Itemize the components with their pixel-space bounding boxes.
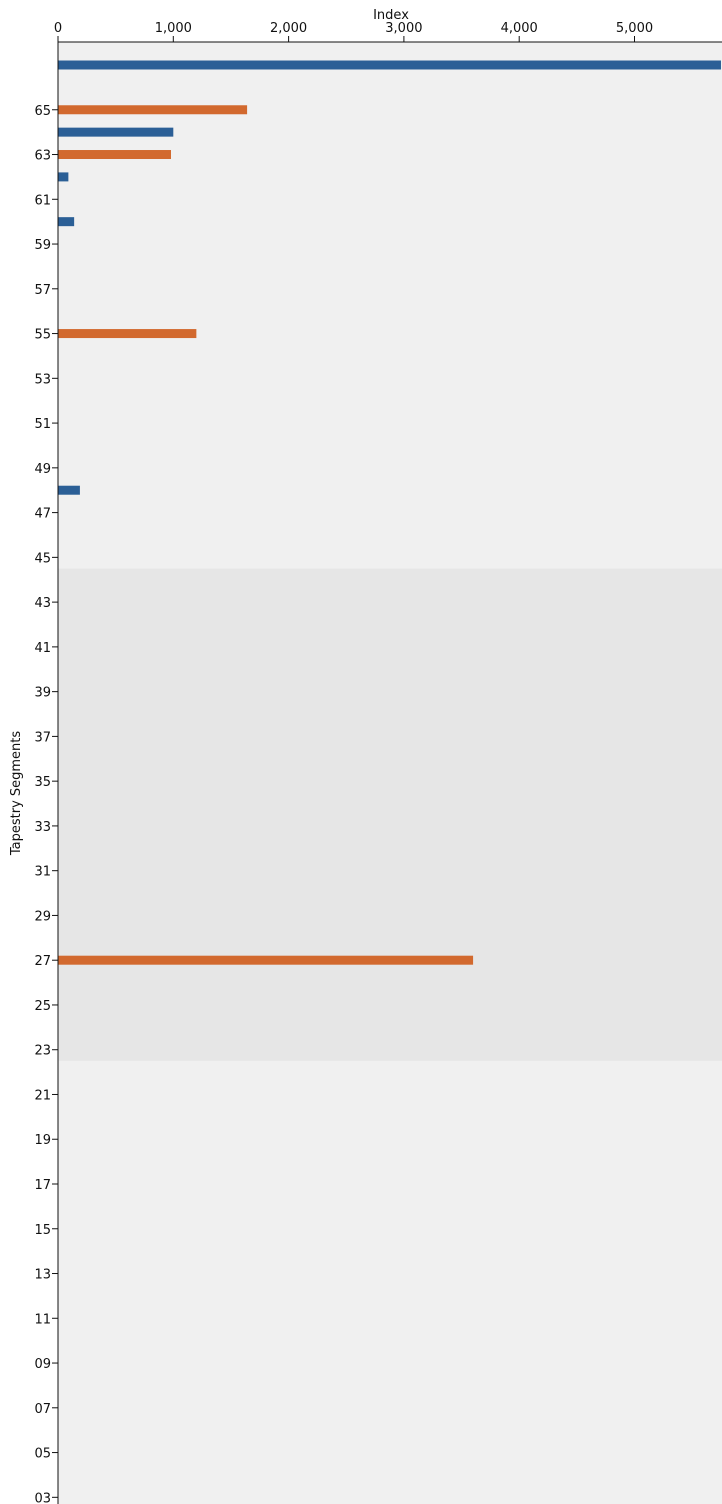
- y-tick-label: 09: [34, 1357, 51, 1372]
- x-tick-label: 1,000: [155, 21, 192, 36]
- x-tick-label: 2,000: [270, 21, 307, 36]
- background-band: [58, 42, 722, 569]
- y-tick-label: 27: [34, 954, 51, 969]
- y-tick-label: 51: [34, 417, 51, 432]
- x-tick-label: 4,000: [501, 21, 538, 36]
- bar-segment-48: [58, 485, 80, 495]
- y-tick-label: 37: [34, 730, 51, 745]
- bar-segment-27: [58, 955, 474, 965]
- y-tick-label: 49: [34, 462, 51, 477]
- y-tick-label: 25: [34, 999, 51, 1014]
- background-bands: [58, 42, 722, 1504]
- y-tick-label: 43: [34, 596, 51, 611]
- y-tick-label: 63: [34, 149, 51, 164]
- x-tick-label: 3,000: [385, 21, 422, 36]
- y-tick-label: 03: [34, 1491, 51, 1504]
- y-axis-title: Tapestry Segments: [9, 731, 24, 857]
- bars: [58, 60, 721, 965]
- y-tick-label: 33: [34, 820, 51, 835]
- x-axis: 0 1,000 2,000 3,000 4,000 5,000: [54, 21, 722, 43]
- y-tick-label: 55: [34, 328, 51, 343]
- y-tick-label: 39: [34, 686, 51, 701]
- y-tick-label: 07: [34, 1402, 51, 1417]
- y-tick-label: 35: [34, 775, 51, 790]
- y-tick-label: 23: [34, 1044, 51, 1059]
- y-tick-label: 11: [34, 1312, 51, 1327]
- y-tick-label: 41: [34, 641, 51, 656]
- y-tick-label: 47: [34, 507, 51, 522]
- bar-segment-64: [58, 127, 174, 137]
- background-band: [58, 1060, 722, 1504]
- bar-segment-65: [58, 105, 248, 115]
- x-axis-title: Index: [373, 8, 409, 23]
- y-tick-label: 21: [34, 1088, 51, 1103]
- y-tick-label: 61: [34, 193, 51, 208]
- y-tick-label: 05: [34, 1447, 51, 1462]
- y-tick-label: 15: [34, 1223, 51, 1238]
- bar-segment-55: [58, 329, 197, 339]
- y-tick-label: 45: [34, 551, 51, 566]
- y-tick-label: 29: [34, 909, 51, 924]
- bar-segment-60: [58, 217, 75, 227]
- y-tick-label: 13: [34, 1268, 51, 1283]
- x-tick-label: 5,000: [616, 21, 653, 36]
- y-tick-label: 59: [34, 238, 51, 253]
- y-tick-label: 19: [34, 1133, 51, 1148]
- y-tick-label: 17: [34, 1178, 51, 1193]
- y-tick-label: 65: [34, 104, 51, 119]
- y-tick-label: 31: [34, 865, 51, 880]
- bar-segment-67: [58, 60, 721, 70]
- y-tick-label: 53: [34, 372, 51, 387]
- bar-segment-62: [58, 172, 69, 182]
- y-tick-label: 57: [34, 283, 51, 298]
- x-tick-label: 0: [54, 21, 62, 36]
- background-band: [58, 568, 722, 1061]
- bar-segment-63: [58, 150, 171, 160]
- y-axis: 65 63 61 59 57 55 53 51 49 47 45 43 41 39 37 35 33 31 29 27…: [34, 42, 59, 1504]
